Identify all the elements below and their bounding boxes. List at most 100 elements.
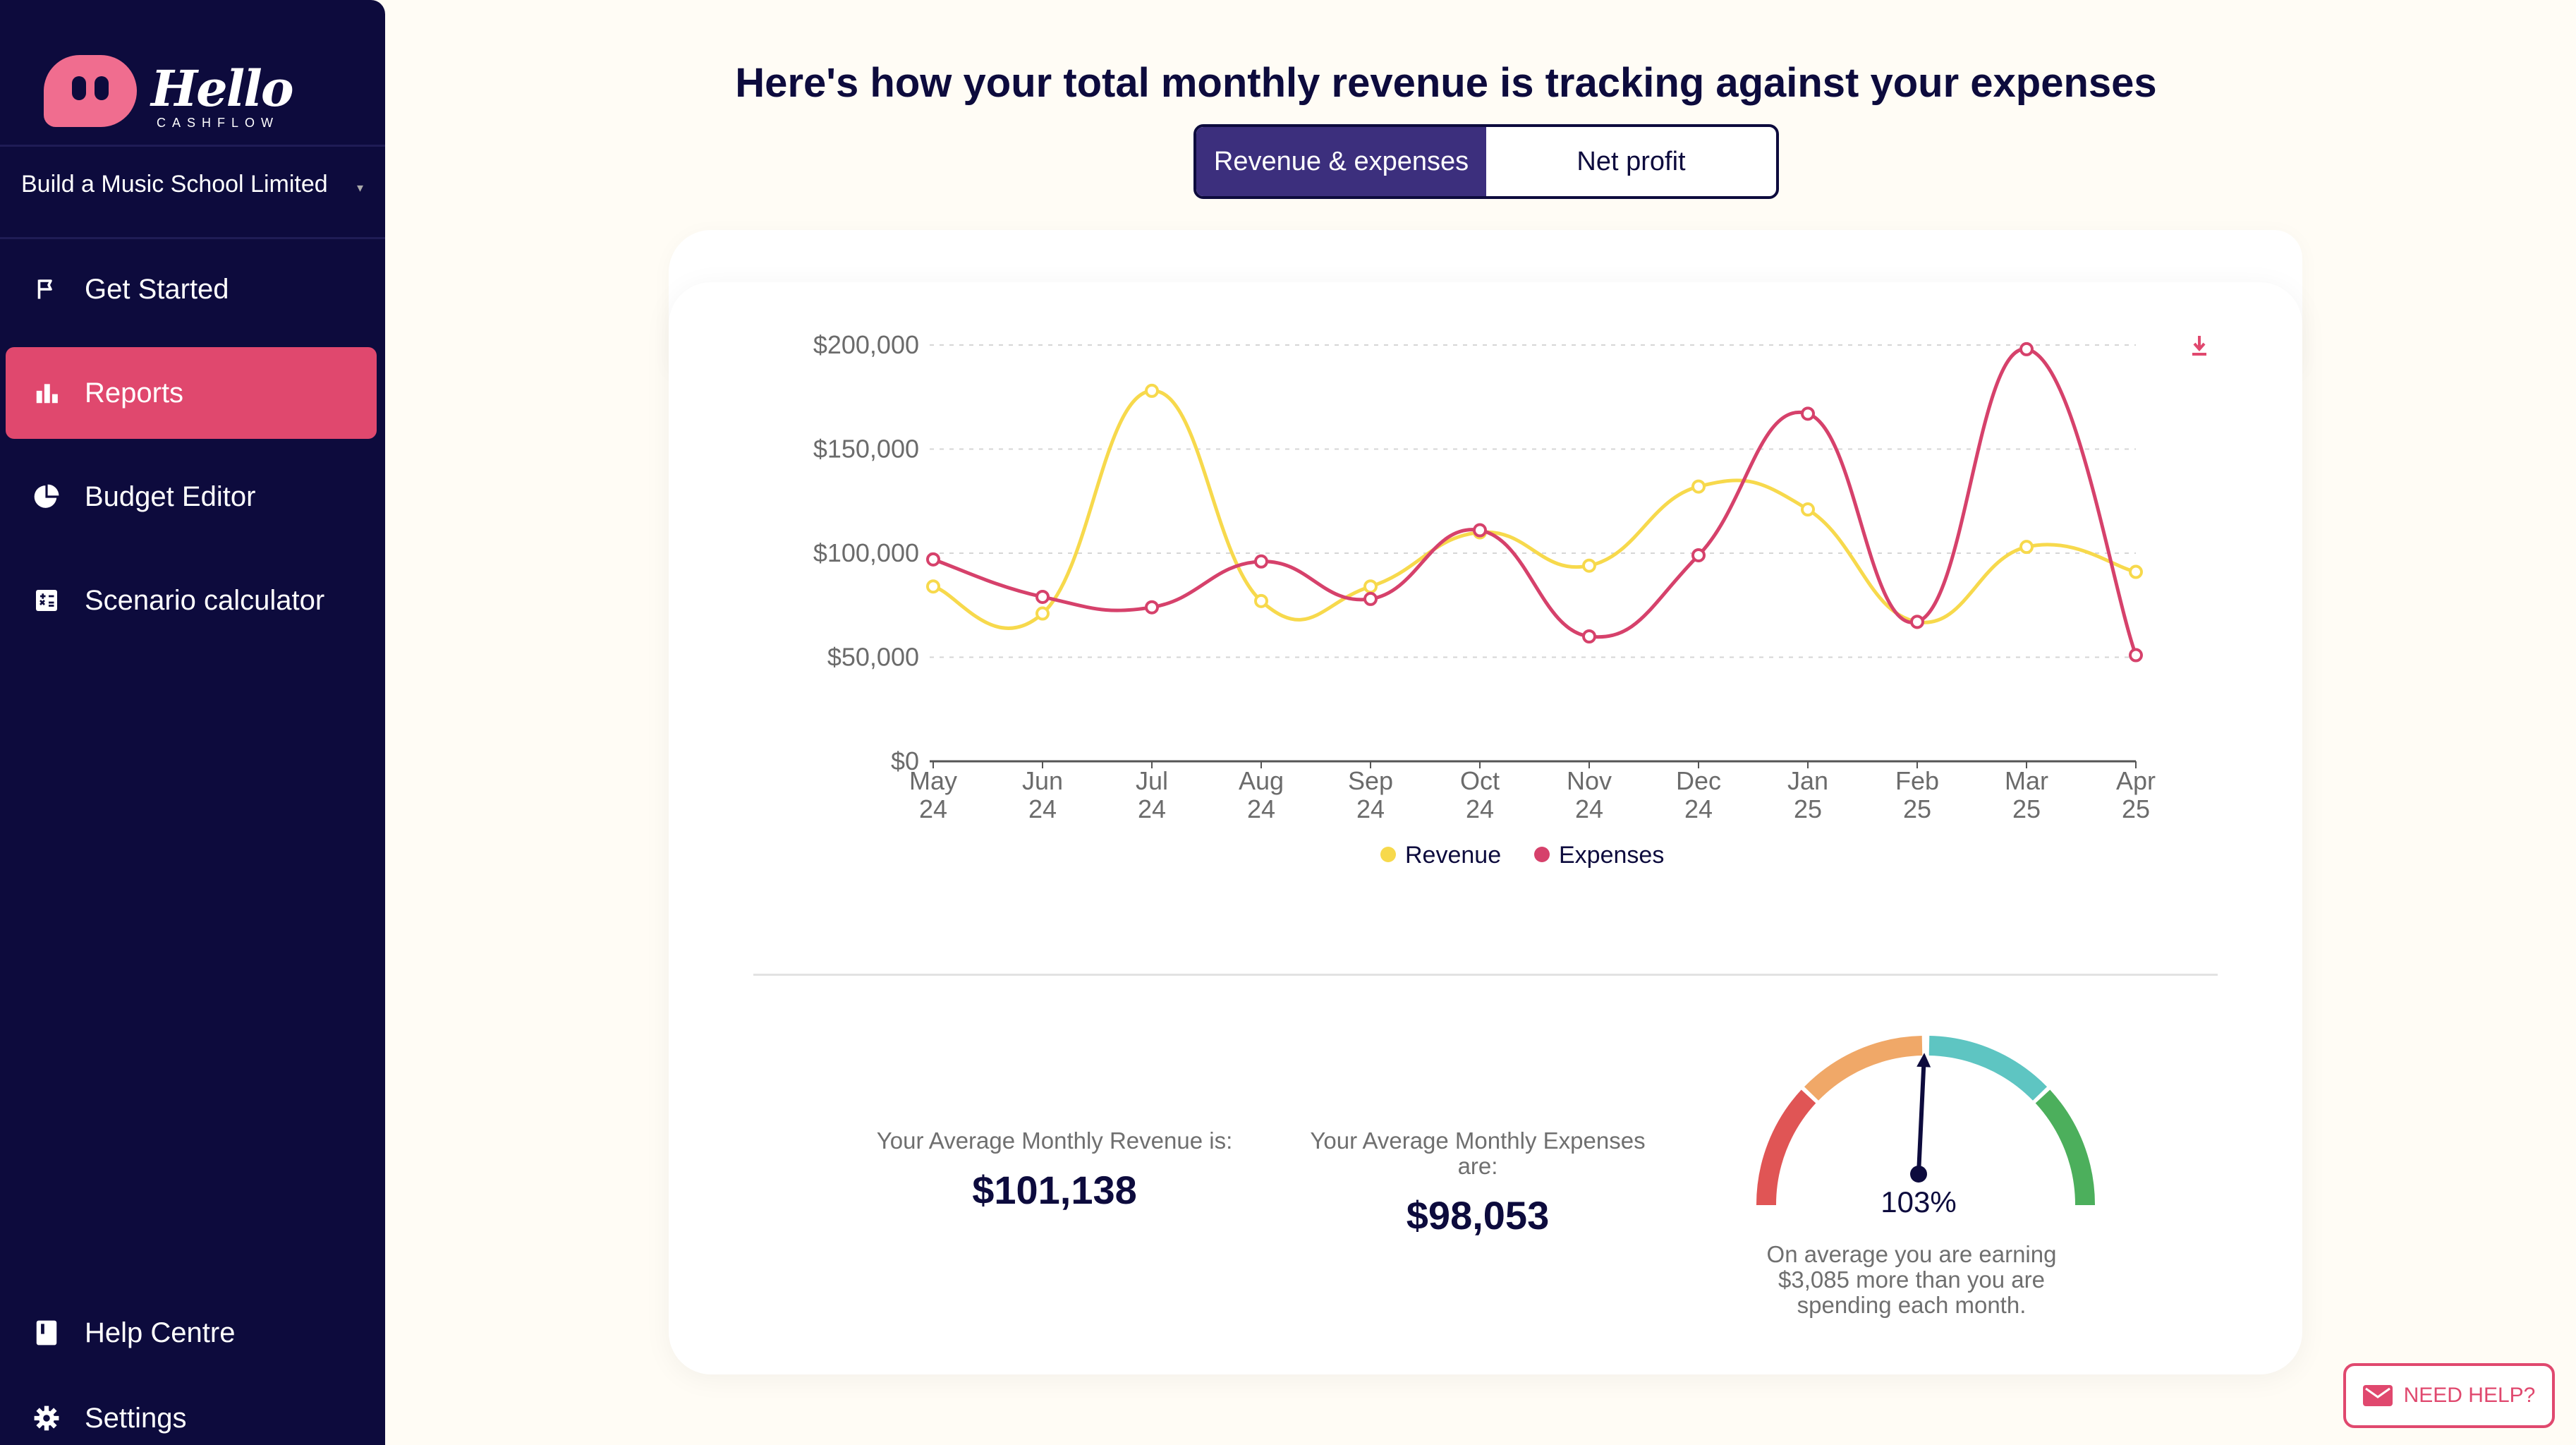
need-help-button[interactable]: NEED HELP? [2343, 1363, 2555, 1428]
y-tick-label: $150,000 [813, 435, 919, 464]
divider [0, 145, 385, 147]
gauge-segment-green [2035, 1089, 2096, 1206]
expenses-point [1145, 600, 1159, 615]
brand-name: Hello [151, 59, 294, 118]
x-tick-label: Apr [2116, 766, 2156, 795]
avg-expenses-label: Your Average Monthly Expenses [1310, 1127, 1646, 1154]
x-tick-label: Aug [1239, 766, 1284, 795]
avg-revenue-label: Your Average Monthly Revenue is: [876, 1127, 1233, 1154]
revenue-point [926, 579, 940, 594]
avg-revenue-value: $101,138 [972, 1168, 1137, 1212]
download-icon[interactable] [2192, 336, 2206, 356]
y-tick-label: $100,000 [813, 538, 919, 567]
x-tick-label: 24 [1466, 794, 1494, 823]
expenses-point [926, 552, 940, 567]
y-tick-label: $200,000 [813, 330, 919, 359]
x-tick-label: 24 [1138, 794, 1166, 823]
x-tick-label: 24 [1028, 794, 1057, 823]
x-tick-label: 25 [2122, 794, 2150, 823]
sidebar: Hello CASHFLOW Build a Music School Limi… [0, 0, 385, 1445]
sidebar-item-settings[interactable]: Settings [6, 1372, 377, 1445]
expenses-point [1254, 554, 1268, 569]
x-tick-label: 25 [1794, 794, 1822, 823]
x-tick-label: Feb [1895, 766, 1939, 795]
revenue-point [2129, 564, 2143, 579]
flag-icon [32, 275, 61, 303]
x-tick-label: Mar [2005, 766, 2048, 795]
y-tick-label: $50,000 [827, 643, 919, 672]
gauge-segment-teal [1928, 1036, 2048, 1101]
revenue-line [932, 389, 2137, 630]
x-tick-label: 25 [1903, 794, 1931, 823]
gauge-percent: 103% [1881, 1185, 1957, 1219]
x-tick-label: Jun [1022, 766, 1063, 795]
calculator-icon [32, 586, 61, 615]
x-tick-label: Oct [1460, 766, 1500, 795]
logo[interactable]: Hello CASHFLOW [44, 52, 294, 137]
sidebar-item-budget-editor[interactable]: Budget Editor [6, 451, 377, 543]
revenue-legend-label: Revenue [1405, 842, 1501, 869]
x-tick-label: Dec [1676, 766, 1721, 795]
expenses-point [2129, 648, 2143, 663]
revenue-point [1363, 579, 1378, 594]
need-help-label: NEED HELP? [2403, 1384, 2536, 1407]
avg-expenses-value: $98,053 [1406, 1193, 1550, 1238]
revenue-point [1035, 606, 1050, 621]
pie-chart-icon [32, 483, 61, 511]
book-icon [32, 1319, 61, 1347]
expenses-line [932, 347, 2138, 656]
revenue-point [1801, 502, 1815, 517]
sidebar-item-label: Get Started [85, 273, 229, 305]
revenue-point [1691, 479, 1706, 494]
revenue-point [1582, 558, 1596, 573]
sidebar-item-get-started[interactable]: Get Started [6, 243, 377, 335]
y-tick-label: $0 [891, 746, 919, 775]
x-tick-label: 24 [1247, 794, 1275, 823]
divider [0, 237, 385, 239]
chevron-down-icon[interactable]: ▾ [357, 181, 364, 195]
sidebar-item-label: Settings [85, 1402, 187, 1434]
expenses-point [1473, 523, 1487, 538]
x-tick-label: 24 [1575, 794, 1603, 823]
divider [753, 974, 2218, 976]
expenses-point [2019, 341, 2034, 356]
revenue-legend-marker [1380, 847, 1396, 862]
view-toggle: Revenue & expenses Net profit [1193, 124, 1779, 199]
expenses-point [1582, 629, 1596, 643]
gauge-segment-orange [1804, 1036, 1923, 1101]
expenses-legend-label: Expenses [1559, 842, 1664, 869]
sidebar-item-reports[interactable]: Reports [6, 347, 377, 439]
tab-revenue-expenses[interactable]: Revenue & expenses [1196, 127, 1486, 196]
sidebar-item-help-centre[interactable]: Help Centre [6, 1287, 377, 1379]
logo-bubble-icon [44, 55, 137, 127]
gauge-note-line: On average you are earning [1766, 1241, 2057, 1267]
gauge-segment-red [1756, 1089, 1816, 1206]
company-selector[interactable]: Build a Music School Limited [21, 171, 328, 198]
x-tick-label: Sep [1348, 766, 1393, 795]
sidebar-item-label: Scenario calculator [85, 584, 325, 616]
tab-net-profit[interactable]: Net profit [1576, 146, 1686, 176]
profit-gauge [1756, 1036, 2096, 1206]
gauge-note: On average you are earning $3,085 more t… [1721, 1242, 2102, 1318]
x-tick-label: May [909, 766, 957, 795]
x-tick-label: 24 [919, 794, 947, 823]
expenses-point [1801, 406, 1815, 421]
expenses-point [1035, 589, 1050, 604]
x-tick-label: Jul [1136, 766, 1168, 795]
sidebar-item-label: Help Centre [85, 1317, 236, 1348]
expenses-point [1363, 591, 1378, 606]
expenses-point [1691, 548, 1706, 562]
x-tick-label: 25 [2012, 794, 2041, 823]
sidebar-item-label: Budget Editor [85, 480, 256, 512]
x-tick-label: Jan [1787, 766, 1828, 795]
bar-chart-icon [32, 379, 61, 407]
sidebar-item-scenario-calculator[interactable]: Scenario calculator [6, 555, 377, 646]
expenses-legend-marker [1534, 847, 1550, 862]
page-title: Here's how your total monthly revenue is… [735, 60, 2157, 106]
gear-icon [32, 1404, 61, 1432]
brand-sub: CASHFLOW [157, 116, 280, 130]
envelope-icon [2362, 1385, 2393, 1406]
x-tick-label: 24 [1356, 794, 1385, 823]
revenue-point [1145, 383, 1159, 398]
gauge-needle [1910, 1053, 1931, 1183]
